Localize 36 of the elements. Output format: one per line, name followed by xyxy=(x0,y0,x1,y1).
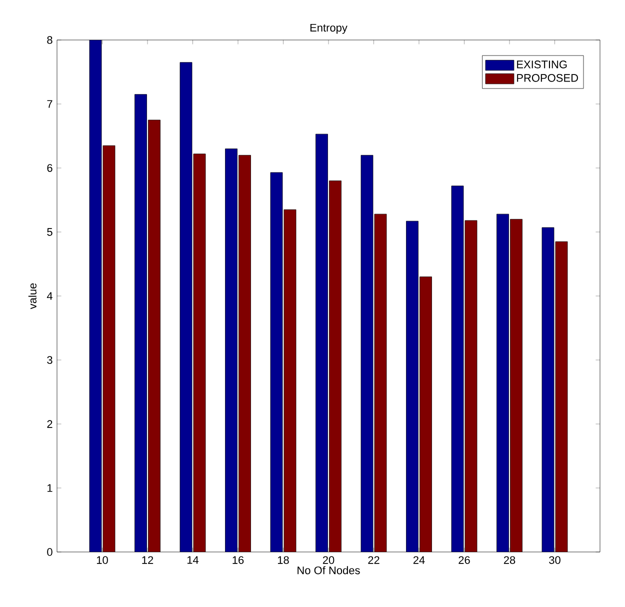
x-tick-label: 20 xyxy=(322,556,334,564)
y-tick-label: 4 xyxy=(46,292,52,300)
bar xyxy=(134,94,147,552)
bar xyxy=(316,134,328,552)
legend-label: PROPOSED xyxy=(517,74,578,82)
x-tick-label: 22 xyxy=(368,556,380,564)
bar xyxy=(496,214,509,552)
bar xyxy=(270,172,283,552)
bar xyxy=(180,62,192,552)
bar xyxy=(89,40,102,552)
x-tick-label: 10 xyxy=(96,556,108,564)
y-tick-label: 3 xyxy=(47,356,52,364)
bar xyxy=(451,186,464,552)
y-tick-label: 8 xyxy=(47,36,52,44)
bar xyxy=(542,227,554,552)
x-tick-label: 14 xyxy=(187,556,199,564)
x-axis-title: No Of Nodes xyxy=(298,566,360,574)
bar xyxy=(406,220,418,552)
y-tick-label: 0 xyxy=(47,548,52,556)
y-tick-label: 5 xyxy=(47,228,52,236)
x-tick-label: 24 xyxy=(413,556,425,564)
x-tick-label: 28 xyxy=(504,556,516,564)
x-tick-label: 18 xyxy=(278,556,289,564)
x-tick-label: 12 xyxy=(142,556,154,564)
y-tick-label: 7 xyxy=(47,100,52,108)
chart-title: Entropy xyxy=(310,24,348,34)
y-tick-label: 2 xyxy=(47,420,52,428)
y-tick-label: 6 xyxy=(47,164,52,172)
legend-label: EXISTING xyxy=(517,60,567,68)
bar xyxy=(225,148,238,552)
x-tick-label: 30 xyxy=(549,556,560,564)
y-tick-label: 1 xyxy=(48,484,52,492)
x-tick-label: 16 xyxy=(232,556,244,564)
y-axis-title: value xyxy=(28,283,36,310)
x-tick-label: 26 xyxy=(458,556,470,564)
bar xyxy=(360,154,374,552)
